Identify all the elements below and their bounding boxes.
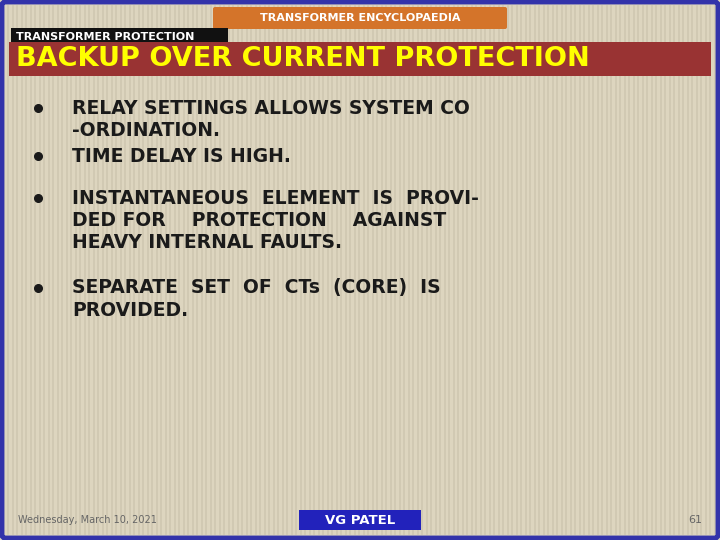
- Text: TRANSFORMER PROTECTION: TRANSFORMER PROTECTION: [16, 32, 194, 43]
- FancyBboxPatch shape: [9, 42, 711, 76]
- Text: TIME DELAY IS HIGH.: TIME DELAY IS HIGH.: [72, 146, 291, 165]
- Text: Wednesday, March 10, 2021: Wednesday, March 10, 2021: [18, 515, 157, 525]
- Text: 61: 61: [688, 515, 702, 525]
- Text: VG PATEL: VG PATEL: [325, 514, 395, 526]
- FancyBboxPatch shape: [299, 510, 421, 530]
- Text: PROVIDED.: PROVIDED.: [72, 300, 188, 320]
- Text: -ORDINATION.: -ORDINATION.: [72, 120, 220, 139]
- Text: HEAVY INTERNAL FAULTS.: HEAVY INTERNAL FAULTS.: [72, 233, 342, 252]
- FancyBboxPatch shape: [11, 28, 228, 47]
- Text: INSTANTANEOUS  ELEMENT  IS  PROVI-: INSTANTANEOUS ELEMENT IS PROVI-: [72, 188, 479, 207]
- Text: BACKUP OVER CURRENT PROTECTION: BACKUP OVER CURRENT PROTECTION: [16, 46, 590, 72]
- Text: DED FOR    PROTECTION    AGAINST: DED FOR PROTECTION AGAINST: [72, 211, 446, 229]
- Text: SEPARATE  SET  OF  CTs  (CORE)  IS: SEPARATE SET OF CTs (CORE) IS: [72, 279, 441, 298]
- FancyBboxPatch shape: [213, 7, 507, 29]
- Text: TRANSFORMER ENCYCLOPAEDIA: TRANSFORMER ENCYCLOPAEDIA: [260, 13, 460, 23]
- Text: RELAY SETTINGS ALLOWS SYSTEM CO: RELAY SETTINGS ALLOWS SYSTEM CO: [72, 98, 470, 118]
